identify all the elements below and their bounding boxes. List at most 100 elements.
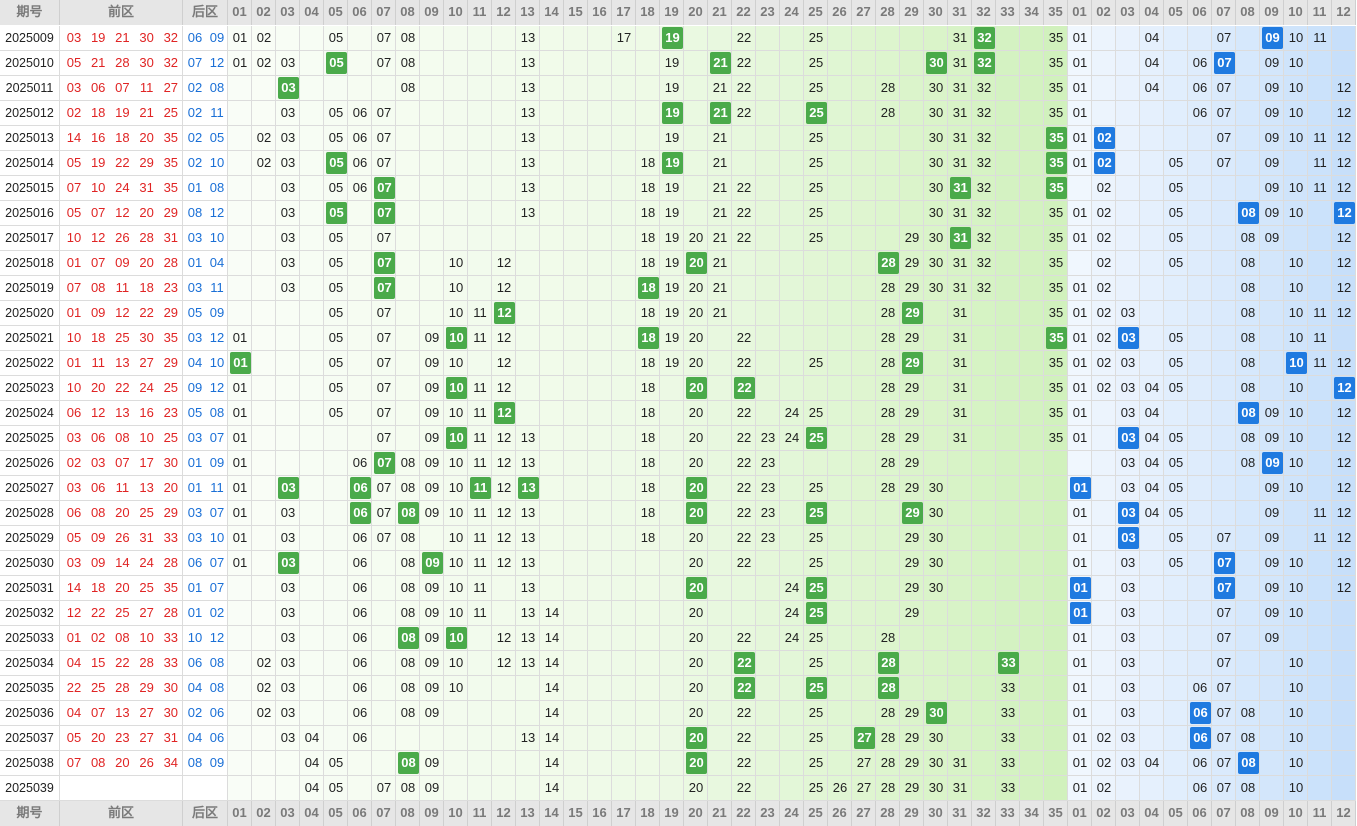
grid-cell	[852, 201, 876, 226]
front-trend: 31	[952, 405, 968, 420]
grid-cell	[516, 401, 540, 426]
grid-cell	[852, 251, 876, 276]
grid-cell	[252, 501, 276, 526]
grid-cell	[1284, 376, 1308, 401]
grid-cell	[276, 251, 300, 276]
front-hit: 29	[902, 302, 923, 324]
grid-cell	[396, 726, 420, 751]
grid-cell	[972, 126, 996, 151]
grid-cell	[300, 276, 324, 301]
footer-front-col: 08	[396, 801, 420, 826]
grid-cell	[468, 526, 492, 551]
front-number: 12	[90, 405, 106, 420]
grid-cell	[420, 526, 444, 551]
grid-cell	[540, 176, 564, 201]
front-trend: 32	[976, 230, 992, 245]
grid-cell	[732, 151, 756, 176]
grid-cell	[804, 526, 828, 551]
front-cell	[60, 276, 183, 301]
grid-cell	[396, 226, 420, 251]
front-number: 13	[115, 355, 130, 370]
front-trend: 18	[640, 505, 656, 520]
grid-cell	[852, 576, 876, 601]
grid-cell	[228, 201, 252, 226]
grid-cell	[708, 526, 732, 551]
front-number: 06	[90, 430, 106, 445]
grid-cell	[228, 751, 252, 776]
grid-cell	[276, 701, 300, 726]
grid-cell	[468, 301, 492, 326]
front-trend: 25	[808, 230, 824, 245]
grid-cell	[852, 26, 876, 51]
front-number: 21	[139, 105, 154, 120]
grid-cell	[324, 376, 348, 401]
grid-cell	[1068, 401, 1092, 426]
back-trend: 03	[1120, 380, 1136, 395]
grid-cell	[1140, 401, 1164, 426]
front-trend: 02	[256, 680, 272, 695]
grid-cell	[948, 551, 972, 576]
grid-cell	[636, 401, 660, 426]
footer-front-col: 34	[1020, 801, 1044, 826]
grid-cell	[828, 201, 852, 226]
grid-cell	[1332, 176, 1356, 201]
back-trend: 01	[1072, 555, 1088, 570]
grid-cell	[300, 26, 324, 51]
back-trend: 07	[1216, 780, 1232, 795]
grid-cell	[228, 476, 252, 501]
front-number: 18	[115, 130, 130, 145]
back-trend: 03	[1120, 730, 1136, 745]
back-number: 03	[187, 530, 203, 545]
front-hit: 30	[926, 702, 947, 724]
front-trend: 07	[376, 780, 392, 795]
footer-front-col: 15	[564, 801, 588, 826]
grid-cell	[444, 101, 468, 126]
grid-cell	[540, 251, 564, 276]
front-trend: 06	[352, 630, 368, 645]
grid-cell	[1236, 551, 1260, 576]
back-number: 04	[209, 255, 225, 270]
grid-cell	[852, 51, 876, 76]
grid-cell	[1332, 451, 1356, 476]
grid-cell	[1308, 426, 1332, 451]
front-trend: 25	[808, 55, 824, 70]
back-trend: 10	[1288, 780, 1304, 795]
grid-cell	[1092, 576, 1116, 601]
grid-cell	[708, 126, 732, 151]
footer-front-col: 28	[876, 801, 900, 826]
grid-cell	[1068, 551, 1092, 576]
front-number: 30	[163, 705, 179, 720]
front-hit: 22	[734, 652, 755, 674]
grid-cell	[1308, 76, 1332, 101]
grid-cell	[924, 401, 948, 426]
front-trend: 01	[232, 405, 248, 420]
front-trend: 25	[808, 30, 824, 45]
header-front-col: 23	[756, 0, 780, 25]
period: 2025027	[0, 476, 60, 501]
period: 2025032	[0, 601, 60, 626]
grid-cell	[1068, 101, 1092, 126]
front-trend: 14	[544, 755, 560, 770]
grid-cell	[948, 376, 972, 401]
front-number: 25	[139, 580, 154, 595]
grid-cell	[660, 51, 684, 76]
grid-cell	[492, 251, 516, 276]
front-trend: 03	[280, 130, 296, 145]
grid-cell	[780, 101, 804, 126]
grid-cell	[732, 426, 756, 451]
footer-front-col: 33	[996, 801, 1020, 826]
period: 2025026	[0, 451, 60, 476]
front-trend: 03	[280, 105, 296, 120]
grid-cell	[636, 126, 660, 151]
footer-front-col: 07	[372, 801, 396, 826]
grid-cell	[1308, 301, 1332, 326]
front-hit: 07	[374, 202, 395, 224]
front-trend: 35	[1048, 55, 1064, 70]
front-number: 09	[115, 255, 130, 270]
grid-cell	[924, 276, 948, 301]
header-front-col: 24	[780, 0, 804, 25]
grid-cell	[612, 676, 636, 701]
grid-cell	[276, 626, 300, 651]
grid-cell	[444, 551, 468, 576]
front-number: 29	[163, 205, 179, 220]
